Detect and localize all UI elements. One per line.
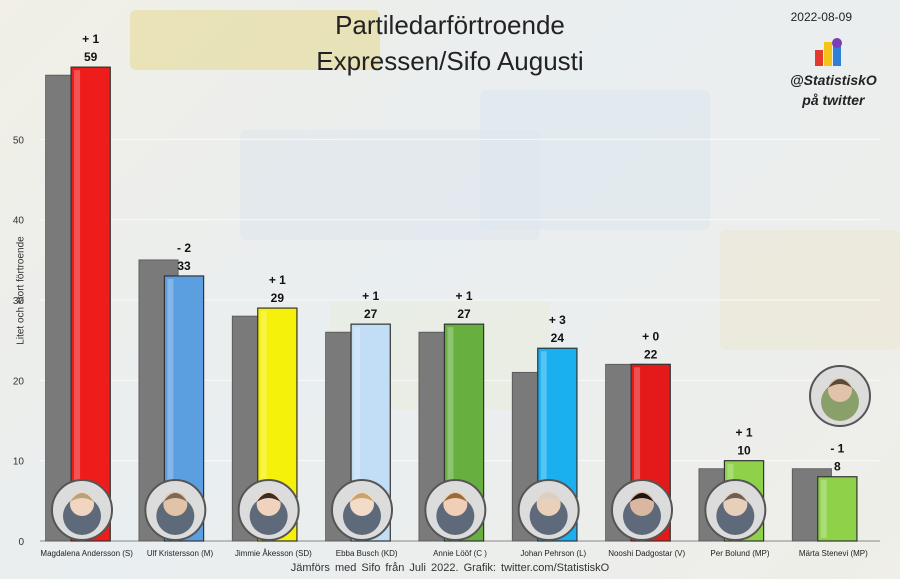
change-label: - 1 <box>830 442 844 456</box>
avatar-hair <box>70 493 94 502</box>
change-label: + 1 <box>82 32 99 46</box>
twitter-handle: @StatistiskO på twitter <box>790 70 877 110</box>
y-tick-label: 40 <box>13 216 25 227</box>
bar-highlight <box>447 327 454 538</box>
x-tick-label: Per Bolund (MP) <box>710 549 769 558</box>
value-label: 33 <box>177 259 191 273</box>
change-label: + 0 <box>642 329 659 343</box>
x-tick-label: Johan Pehrson (L) <box>520 549 586 558</box>
change-label: + 3 <box>549 313 566 327</box>
x-tick-label: Jimmie Åkesson (SD) <box>235 549 312 558</box>
x-tick-label: Nooshi Dadgostar (V) <box>608 549 685 558</box>
x-tick-label: Ebba Busch (KD) <box>336 549 398 558</box>
avatar-hair <box>723 493 748 502</box>
background-card <box>480 90 710 230</box>
bar-highlight <box>540 351 547 538</box>
avatar-hair <box>630 493 654 502</box>
footer-note: Jämförs med Sifo från Juli 2022. Grafik:… <box>290 562 610 574</box>
change-label: + 1 <box>362 289 379 303</box>
value-label: 27 <box>457 307 471 321</box>
y-tick-label: 10 <box>13 457 25 468</box>
bar-highlight <box>634 367 641 538</box>
change-label: + 1 <box>456 289 473 303</box>
bar-highlight <box>260 311 267 538</box>
value-label: 10 <box>737 444 751 458</box>
bar-current <box>70 66 111 542</box>
change-label: - 2 <box>177 241 191 255</box>
chart-title: Partiledarförtroende <box>335 10 565 40</box>
background-card <box>720 230 900 350</box>
value-label: 29 <box>271 291 285 305</box>
avatar-hair <box>536 493 561 502</box>
bar-highlight <box>820 479 827 538</box>
y-tick-label: 50 <box>13 135 25 146</box>
avatar-hair <box>828 379 852 388</box>
handle-name: @StatistiskO <box>790 72 877 88</box>
avatar-hair <box>256 493 281 502</box>
value-label: 24 <box>551 331 565 345</box>
value-label: 8 <box>834 460 841 474</box>
x-tick-label: Märta Stenevi (MP) <box>799 549 868 558</box>
chart-subtitle: Expressen/Sifo Augusti <box>316 46 584 76</box>
x-tick-label: Annie Lööf (C ) <box>433 549 487 558</box>
x-tick-label: Ulf Kristersson (M) <box>147 549 214 558</box>
value-label: 27 <box>364 307 378 321</box>
background-card <box>130 10 380 70</box>
avatar-hair <box>443 493 468 502</box>
value-label: 59 <box>84 50 98 64</box>
statistisko-logo-icon <box>815 38 842 66</box>
bar-current <box>817 476 858 542</box>
y-tick-label: 0 <box>18 537 24 548</box>
value-label: 22 <box>644 347 658 361</box>
x-tick-label: Magdalena Andersson (S) <box>40 549 133 558</box>
y-tick-label: 20 <box>13 376 25 387</box>
y-tick-label: 30 <box>13 296 25 307</box>
handle-platform: på twitter <box>802 92 865 108</box>
avatar-hair <box>350 493 374 502</box>
bar-highlight <box>74 70 81 538</box>
change-label: + 1 <box>269 273 286 287</box>
y-axis-label: Litet och stort förtroende <box>15 236 27 345</box>
bar-highlight <box>167 278 174 538</box>
date-label: 2022-08-09 <box>790 10 852 24</box>
change-label: + 1 <box>736 426 753 440</box>
bar-highlight <box>354 327 361 538</box>
avatar-hair <box>163 493 188 502</box>
